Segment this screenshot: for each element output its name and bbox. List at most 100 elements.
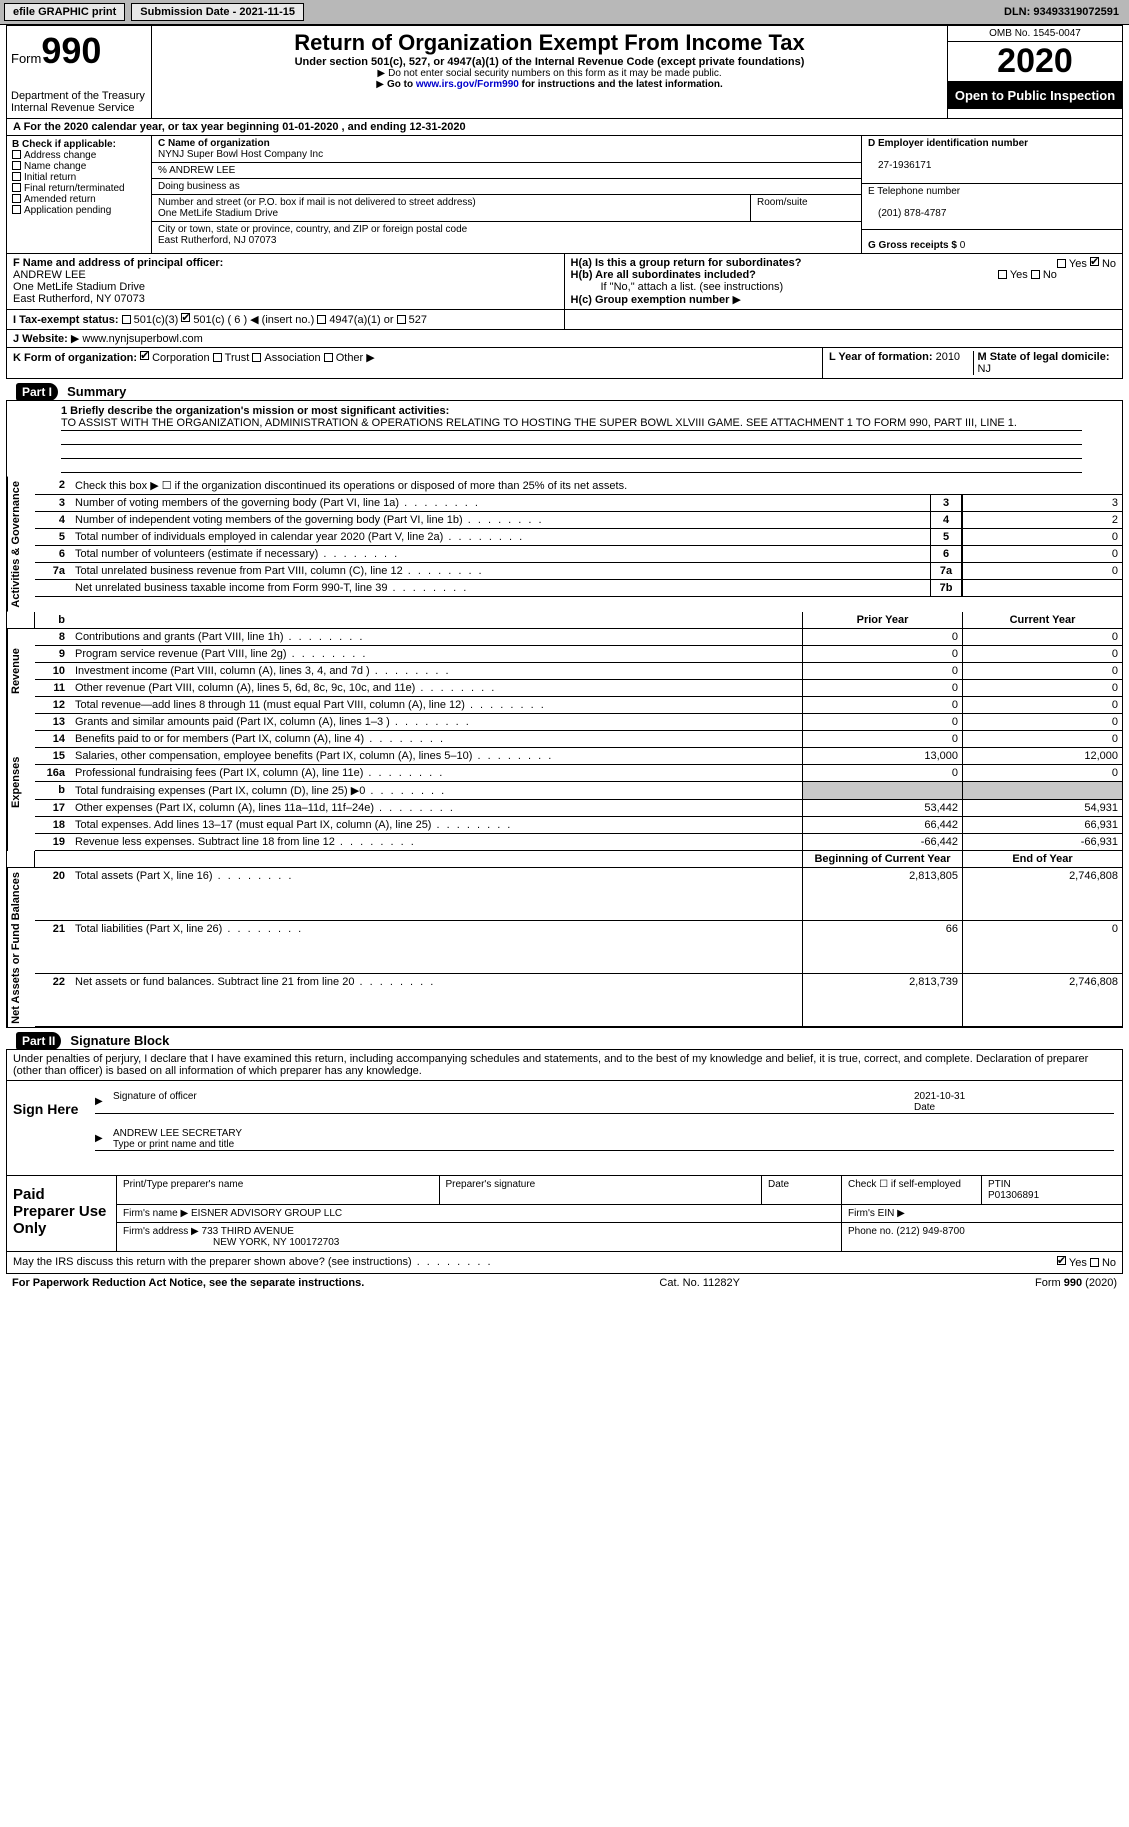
part2-title: Signature Block <box>64 1033 169 1048</box>
mission-text: TO ASSIST WITH THE ORGANIZATION, ADMINIS… <box>61 417 1082 431</box>
section-h: H(a) Is this a group return for subordin… <box>565 254 1123 309</box>
check-amended[interactable]: Amended return <box>24 194 96 205</box>
prep-name-label: Print/Type preparer's name <box>117 1176 440 1204</box>
ptin-label: PTIN <box>988 1179 1011 1190</box>
city-label: City or town, state or province, country… <box>158 224 467 235</box>
prep-sig-label: Preparer's signature <box>440 1176 763 1204</box>
care-of: % ANDREW LEE <box>158 165 235 176</box>
col-prior: Prior Year <box>802 612 962 629</box>
line-text: Total expenses. Add lines 13–17 (must eq… <box>71 817 802 834</box>
prior-value: 0 <box>802 765 962 782</box>
tax-exempt-label: I Tax-exempt status: <box>13 314 119 326</box>
form990-link[interactable]: www.irs.gov/Form990 <box>416 79 519 90</box>
line-num <box>35 580 71 597</box>
current-value: 0 <box>962 629 1122 646</box>
mission-section: 1 Briefly describe the organization's mi… <box>7 401 1122 477</box>
footer-pra: For Paperwork Reduction Act Notice, see … <box>12 1277 364 1289</box>
submission-date-button[interactable]: Submission Date - 2021-11-15 <box>131 3 304 21</box>
form-no: 990 <box>41 30 101 71</box>
mission-label: 1 Briefly describe the organization's mi… <box>61 405 449 417</box>
form-title: Return of Organization Exempt From Incom… <box>160 30 939 56</box>
prep-date-label: Date <box>762 1176 842 1204</box>
line-num: 6 <box>35 546 71 563</box>
line-text: Other expenses (Part IX, column (A), lin… <box>71 800 802 817</box>
city-value: East Rutherford, NJ 07073 <box>158 235 276 246</box>
typed-label: Type or print name and title <box>113 1139 234 1150</box>
dba-label: Doing business as <box>158 181 240 192</box>
room-label: Room/suite <box>751 195 861 221</box>
net-assets-table: Net Assets or Fund Balances20 Total asse… <box>7 868 1122 1028</box>
firm-phone-label: Phone no. <box>848 1226 894 1237</box>
section-b: B Check if applicable: Address change Na… <box>7 136 152 253</box>
officer-addr2: East Rutherford, NY 07073 <box>13 293 145 305</box>
col-current: Current Year <box>962 612 1122 629</box>
line-text: Total number of volunteers (estimate if … <box>71 546 930 563</box>
check-app-pending[interactable]: Application pending <box>24 205 111 216</box>
check-initial-return[interactable]: Initial return <box>24 172 76 183</box>
line-text: Total number of individuals employed in … <box>71 529 930 546</box>
officer-addr1: One MetLife Stadium Drive <box>13 281 145 293</box>
line-num: 4 <box>35 512 71 529</box>
501c[interactable]: 501(c) ( 6 ) ◀ (insert no.) <box>193 314 314 326</box>
line-text: Net unrelated business taxable income fr… <box>71 580 930 597</box>
527[interactable]: 527 <box>409 314 427 326</box>
line-text: Investment income (Part VIII, column (A)… <box>71 663 802 680</box>
vlabel-rev: Revenue <box>7 629 35 714</box>
4947a1[interactable]: 4947(a)(1) or <box>329 314 393 326</box>
line-num: 12 <box>35 697 71 714</box>
section-j: J Website: www.nynjsuperbowl.com <box>6 330 1123 348</box>
efile-print-button[interactable]: efile GRAPHIC print <box>4 3 125 21</box>
sections-d-e-g: D Employer identification number 27-1936… <box>862 136 1122 253</box>
row-b-num: b <box>35 612 71 629</box>
website-label: J Website: <box>13 333 68 345</box>
current-value: 0 <box>962 663 1122 680</box>
line-num: 7a <box>35 563 71 580</box>
line-box: 6 <box>930 546 962 563</box>
prior-value <box>802 782 962 800</box>
check-final-return[interactable]: Final return/terminated <box>24 183 125 194</box>
h-b-yes[interactable]: Yes <box>1010 269 1028 281</box>
501c3[interactable]: 501(c)(3) <box>134 314 179 326</box>
line-value <box>962 580 1122 597</box>
discuss-yes[interactable]: Yes <box>1069 1257 1087 1269</box>
line-value: 3 <box>962 495 1122 512</box>
line-num: 13 <box>35 714 71 731</box>
footer-form-prefix: Form <box>1035 1277 1064 1289</box>
discuss-no[interactable]: No <box>1102 1257 1116 1269</box>
k-corp[interactable]: Corporation <box>152 352 209 364</box>
h-a-label: H(a) Is this a group return for subordin… <box>571 257 802 269</box>
line-num: 18 <box>35 817 71 834</box>
form-header: Form990 Department of the Treasury Inter… <box>6 25 1123 119</box>
current-value: 0 <box>962 646 1122 663</box>
line-text: Total unrelated business revenue from Pa… <box>71 563 930 580</box>
firm-addr2: NEW YORK, NY 100172703 <box>123 1237 339 1248</box>
k-other[interactable]: Other <box>336 352 364 364</box>
line-num: b <box>35 782 71 800</box>
current-value: 0 <box>962 680 1122 697</box>
k-assoc[interactable]: Association <box>264 352 320 364</box>
part1-badge: Part I <box>16 383 58 401</box>
line-text: Professional fundraising fees (Part IX, … <box>71 765 802 782</box>
part1-title: Summary <box>61 384 126 399</box>
k-trust[interactable]: Trust <box>225 352 250 364</box>
line-text: Net assets or fund balances. Subtract li… <box>71 974 802 1027</box>
check-name-change[interactable]: Name change <box>24 161 86 172</box>
h-a-yes[interactable]: Yes <box>1069 258 1087 270</box>
header-left: Form990 Department of the Treasury Inter… <box>7 26 152 118</box>
col-end: End of Year <box>962 851 1122 868</box>
line-text: Grants and similar amounts paid (Part IX… <box>71 714 802 731</box>
sig-officer-label: Signature of officer <box>113 1091 914 1113</box>
firm-addr-label: Firm's address ▶ <box>123 1226 199 1237</box>
prep-selfemp[interactable]: Check ☐ if self-employed <box>842 1176 982 1204</box>
h-a-no[interactable]: No <box>1102 258 1116 270</box>
check-address-change[interactable]: Address change <box>24 150 96 161</box>
line-text: Number of voting members of the governin… <box>71 495 930 512</box>
line-text: Number of independent voting members of … <box>71 512 930 529</box>
note-link: Go to www.irs.gov/Form990 for instructio… <box>160 79 939 90</box>
line-text: Total fundraising expenses (Part IX, col… <box>71 782 802 800</box>
form-org-label: K Form of organization: <box>13 352 137 364</box>
sections-k-l-m: K Form of organization: Corporation Trus… <box>6 348 1123 379</box>
h-b-no[interactable]: No <box>1043 269 1057 281</box>
officer-name: ANDREW LEE <box>13 269 86 281</box>
line-box: 7a <box>930 563 962 580</box>
